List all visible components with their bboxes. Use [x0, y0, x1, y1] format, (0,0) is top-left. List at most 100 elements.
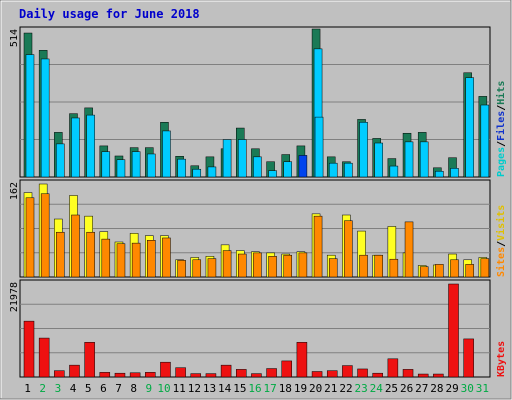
sites-bar-body: [71, 214, 80, 278]
sites-bar-body: [40, 193, 50, 278]
sites-bar: [268, 256, 277, 278]
files-bar-body: [359, 122, 368, 178]
sites-bar-body: [435, 264, 444, 278]
files-bar-body: [25, 54, 35, 178]
sites-bar-body: [450, 259, 459, 278]
kbytes-bar: [433, 373, 444, 378]
legend-item: Hits: [495, 81, 507, 105]
files-bar: [222, 139, 232, 178]
files-bar: [465, 77, 474, 178]
files-bar: [25, 54, 35, 178]
files-bar-body: [116, 159, 126, 178]
files-bar-body: [222, 139, 232, 178]
sites-bar: [86, 231, 95, 278]
sites-bar: [162, 237, 171, 278]
sites-bar: [404, 221, 414, 278]
files-bar: [480, 104, 490, 178]
x-tick-label: 12: [188, 382, 201, 395]
y-max-label: 21978: [9, 282, 20, 312]
sites-bar-body: [56, 231, 65, 278]
sites-bar: [101, 238, 111, 278]
files-bar: [116, 159, 126, 178]
kbytes-bar-body: [402, 369, 414, 378]
kbytes-bar: [342, 365, 353, 378]
files-bar: [419, 141, 429, 178]
sites-bar: [389, 258, 399, 278]
kbytes-bar: [114, 372, 126, 378]
files-bar: [344, 162, 353, 178]
x-tick-label: 1: [24, 382, 31, 395]
files-bar: [450, 168, 459, 178]
kbytes-bar-body: [220, 364, 232, 378]
sites-bar-body: [344, 220, 353, 278]
files-bar: [101, 151, 111, 178]
files-bar-body: [389, 165, 399, 178]
kbytes-bar-body: [114, 372, 126, 378]
x-tick-label: 16: [248, 382, 261, 395]
sites-bar: [131, 242, 141, 278]
kbytes-bar: [448, 283, 459, 378]
kbytes-bar-body: [190, 373, 202, 378]
kbytes-bar: [372, 372, 383, 378]
x-tick-label: 17: [264, 382, 277, 395]
kbytes-bar: [84, 342, 95, 378]
sites-bar-body: [177, 260, 186, 278]
sites-bar: [374, 254, 383, 278]
files-bar: [238, 139, 247, 178]
files-bar-body: [207, 166, 217, 178]
legend-separator: /: [496, 105, 507, 111]
sites-bar-body: [147, 240, 156, 278]
sites-bar: [328, 258, 338, 278]
sites-bar: [147, 240, 156, 278]
x-tick-label: 29: [445, 382, 458, 395]
x-tick-label: 9: [146, 382, 153, 395]
sites-bar: [313, 215, 323, 278]
kbytes-bar-body: [266, 368, 277, 378]
kbytes-bar: [99, 372, 111, 378]
x-tick-label: 20: [309, 382, 322, 395]
legend-item: Pages: [496, 147, 507, 177]
sites-bar: [344, 220, 353, 278]
sites-bar-body: [419, 266, 429, 278]
files-bar: [298, 155, 308, 178]
sites-bar: [283, 254, 292, 278]
pages-bar-body: [314, 116, 324, 178]
files-bar: [56, 143, 65, 178]
files-bar: [328, 162, 338, 178]
x-tick-label: 7: [115, 382, 122, 395]
files-bar-body: [56, 143, 65, 178]
kbytes-bar-body: [387, 358, 399, 378]
sites-bar-body: [359, 254, 368, 278]
panel-kbytes: 21978 KBytes: [9, 279, 507, 378]
sites-bar-body: [131, 242, 141, 278]
x-tick-label: 27: [415, 382, 428, 395]
panel-legend: KBytes: [496, 341, 507, 377]
kbytes-bar: [145, 372, 156, 378]
x-tick-label: 30: [461, 382, 474, 395]
files-bar-body: [101, 151, 111, 178]
files-bar: [147, 153, 156, 178]
sites-bar: [207, 258, 217, 278]
files-bar: [359, 122, 368, 178]
sites-bar-body: [238, 253, 247, 278]
panel-legend: Sites/Visits: [495, 205, 507, 277]
kbytes-bar-body: [99, 372, 111, 378]
x-tick-label: 4: [70, 382, 77, 395]
sites-bar-body: [222, 250, 232, 278]
sites-bar: [450, 259, 459, 278]
sites-bar-body: [298, 252, 308, 278]
files-bar-body: [238, 139, 247, 178]
files-bar-body: [268, 170, 277, 178]
kbytes-bar: [129, 372, 141, 378]
kbytes-bar-body: [463, 338, 474, 378]
sites-bar-body: [480, 258, 490, 278]
sites-bar-body: [116, 243, 126, 278]
kbytes-bar-body: [417, 373, 429, 378]
kbytes-bar-body: [160, 361, 171, 378]
kbytes-bar-body: [236, 369, 247, 378]
legend-item: KBytes: [496, 341, 507, 377]
sites-bar: [359, 254, 368, 278]
files-bar: [131, 151, 141, 178]
kbytes-bar: [281, 360, 292, 378]
